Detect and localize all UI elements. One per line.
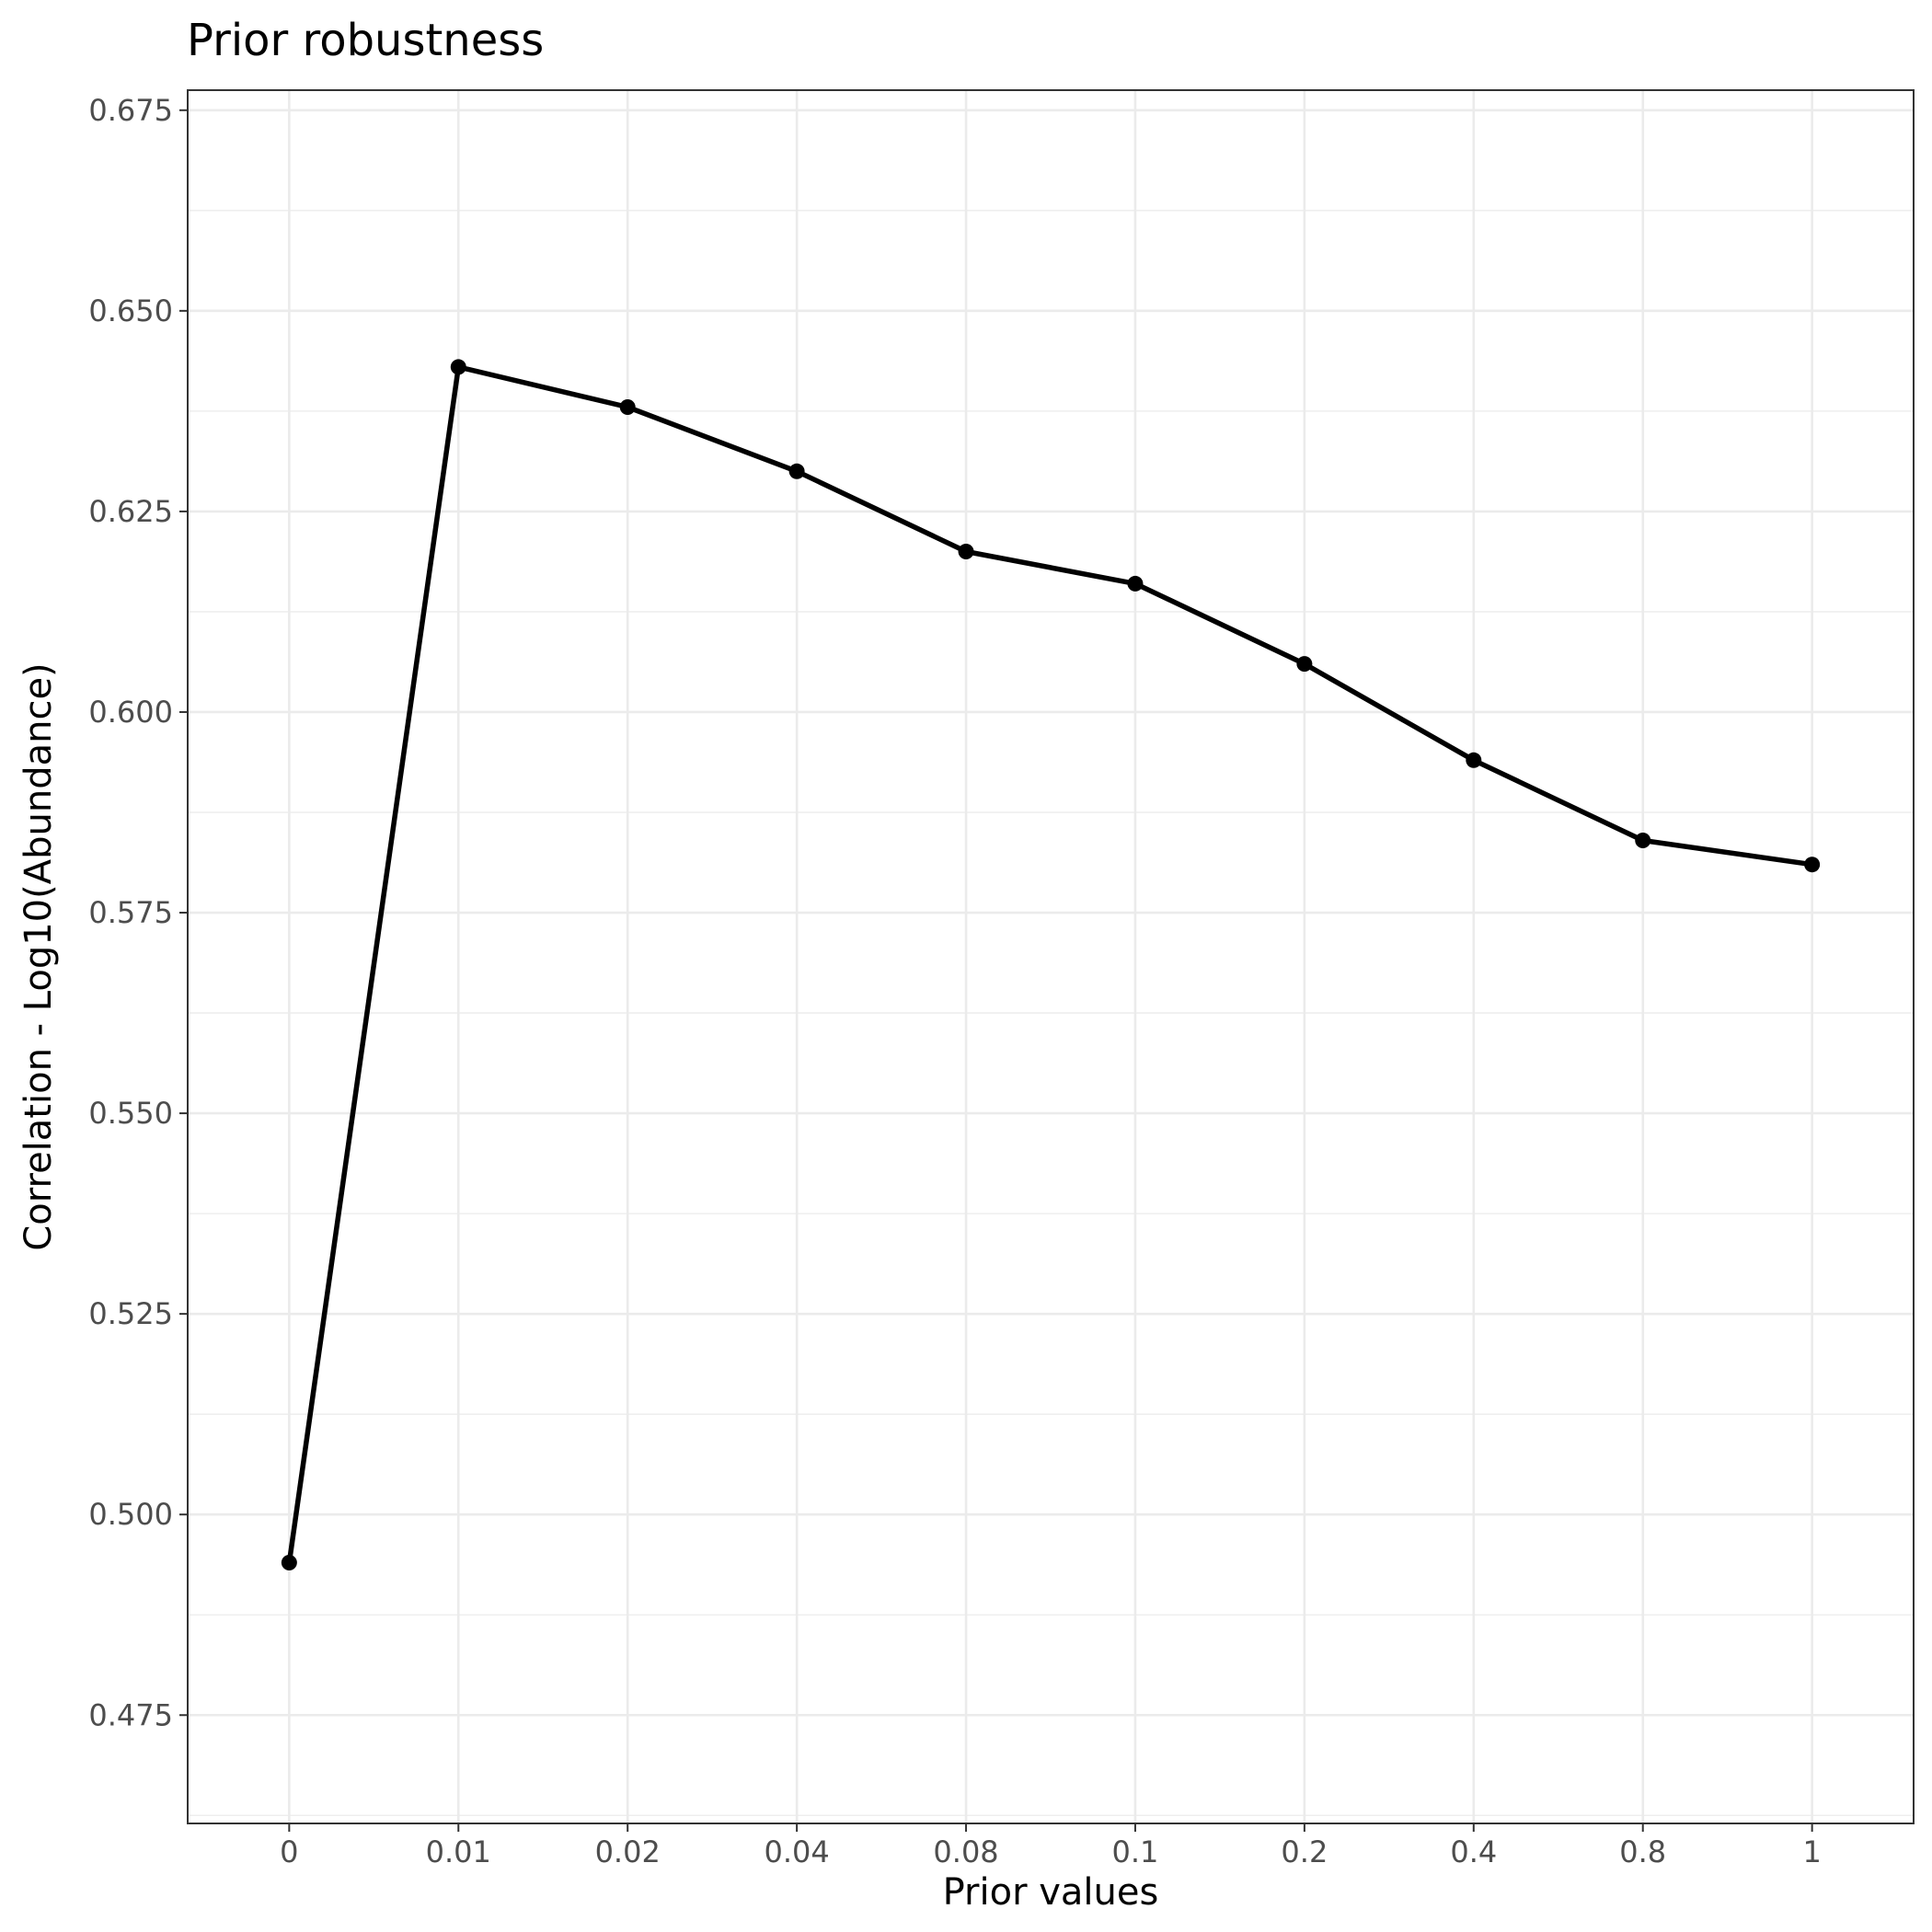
data-point-6 (1296, 656, 1313, 673)
data-point-9 (1804, 857, 1821, 873)
y-tick-label-7: 0.650 (88, 293, 173, 328)
data-point-2 (619, 399, 636, 416)
x-tick-label-1: 0.01 (426, 1834, 491, 1869)
x-tick-label-3: 0.04 (764, 1834, 829, 1869)
major-gridlines (188, 90, 1914, 1823)
series-layer (281, 359, 1821, 1571)
y-tick-label-2: 0.525 (88, 1296, 173, 1331)
x-tick-label-8: 0.8 (1619, 1834, 1666, 1869)
x-tick-label-6: 0.2 (1281, 1834, 1328, 1869)
panel-border (187, 89, 1915, 1824)
minor-gridlines (188, 210, 1914, 1816)
y-axis: 0.475 0.500 0.525 0.550 0.575 0.600 0.625 0.650… (88, 93, 188, 1732)
data-point-7 (1466, 752, 1482, 768)
y-tick-label-4: 0.575 (88, 895, 173, 930)
data-point-4 (958, 544, 974, 560)
data-point-5 (1127, 575, 1144, 592)
y-axis-title: Correlation - Log10(Abundance) (17, 662, 60, 1250)
data-point-3 (788, 463, 805, 479)
x-tick-label-0: 0 (280, 1834, 298, 1869)
x-tick-label-5: 0.1 (1112, 1834, 1159, 1869)
x-tick-label-7: 0.4 (1450, 1834, 1497, 1869)
data-point-1 (450, 359, 466, 375)
y-tick-label-0: 0.475 (88, 1697, 173, 1732)
x-tick-label-2: 0.02 (595, 1834, 661, 1869)
series-line-0 (286, 364, 1815, 1566)
data-point-0 (281, 1555, 297, 1571)
y-tick-label-8: 0.675 (88, 93, 173, 128)
x-axis: 0 0.01 0.02 0.04 0.08 0.1 0.2 0.4 0.8 1 (280, 1823, 1822, 1869)
x-tick-label-9: 1 (1802, 1834, 1821, 1869)
y-tick-label-5: 0.600 (88, 695, 173, 730)
y-tick-label-3: 0.550 (88, 1096, 173, 1131)
y-tick-label-6: 0.625 (88, 494, 173, 529)
y-tick-label-1: 0.500 (88, 1497, 173, 1532)
x-axis-title: Prior values (943, 1871, 1159, 1914)
x-tick-label-4: 0.08 (933, 1834, 998, 1869)
data-point-8 (1635, 833, 1651, 849)
chart-title: Prior robustness (187, 15, 544, 66)
